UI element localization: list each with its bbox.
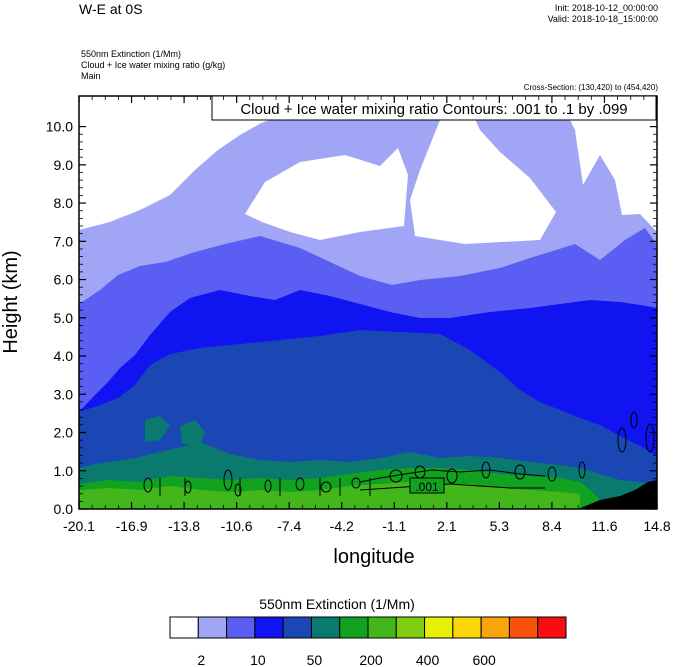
contour-loop <box>264 479 272 493</box>
terrain-fill <box>578 480 657 509</box>
cross-section-label: Cross-Section: (130,420) to (454,420) <box>523 83 658 92</box>
colorbar-title: 550nm Extinction (1/Mm) <box>259 596 415 612</box>
colorbar-swatch <box>254 616 284 639</box>
colorbar-swatch <box>169 616 199 639</box>
colorbar-swatch <box>226 616 256 639</box>
x-tick-label: 5.3 <box>490 518 510 534</box>
init-time: Init: 2018-10-12_00:00:00 <box>554 3 658 13</box>
contour-loop <box>446 468 458 484</box>
field-region-upper-white <box>410 96 657 244</box>
valid-time: Valid: 2018-10-18_15:00:00 <box>547 14 658 24</box>
y-tick-label: 10.0 <box>46 119 73 135</box>
colorbar-tick-label: 2 <box>197 652 205 667</box>
x-axis: -20.1 -16.9 -13.8 -10.6 -7.4 -4.2 -1.1 2.1 5.3 8.… <box>63 96 671 534</box>
x-tick-label: -13.8 <box>168 518 200 534</box>
x-tick-label: -10.6 <box>221 518 253 534</box>
field-label-extinction: 550nm Extinction (1/Mm) <box>81 49 182 59</box>
field-label-main: Main <box>81 71 101 81</box>
colorbar-swatch <box>424 616 454 639</box>
colorbar-swatch <box>480 616 510 639</box>
contour-loop <box>234 483 242 497</box>
y-tick-label: 3.0 <box>54 386 74 402</box>
field-region-upper-white-3 <box>245 148 408 240</box>
field-teal-patch-2 <box>180 420 205 445</box>
y-tick-label: 8.0 <box>54 195 74 211</box>
colorbar-swatch <box>282 616 312 639</box>
x-tick-label: 14.8 <box>643 518 670 534</box>
y-tick-label: 2.0 <box>54 425 74 441</box>
y-tick-label: 4.0 <box>54 348 74 364</box>
colorbar-swatch <box>339 616 369 639</box>
contour-value-label: .001 <box>415 480 439 494</box>
x-tick-label: -7.4 <box>277 518 301 534</box>
x-tick-label: -16.9 <box>116 518 148 534</box>
extinction-field <box>79 96 657 509</box>
field-label-mixing-ratio: Cloud + Ice water mixing ratio (g/kg) <box>81 60 226 70</box>
contour-value-frame <box>409 477 445 494</box>
x-tick-label: 8.4 <box>542 518 562 534</box>
contour-loop <box>617 427 627 453</box>
colorbar-tick-label: 600 <box>472 652 496 667</box>
x-axis-label: longitude <box>333 546 414 568</box>
colorbar-swatch <box>310 616 341 639</box>
colorbar-tick-label: 400 <box>416 652 440 667</box>
y-tick-label: 1.0 <box>54 463 74 479</box>
contour-loop <box>351 477 361 489</box>
x-tick-label: -20.1 <box>63 518 95 534</box>
x-tick-label: 11.6 <box>591 518 617 534</box>
x-tick-label: -1.1 <box>382 518 406 534</box>
contour-loop <box>320 481 332 493</box>
colorbar-swatch <box>395 616 426 639</box>
y-tick-label: 5.0 <box>54 310 74 326</box>
y-tick-label: 7.0 <box>54 233 74 249</box>
colorbar: 2 10 50 200 400 600 <box>169 616 567 667</box>
x-tick-label: -4.2 <box>330 518 354 534</box>
colorbar-swatch <box>367 616 397 639</box>
field-region-upper-white-2 <box>79 96 330 230</box>
contour-loop <box>514 464 526 480</box>
contour-loop <box>645 423 655 453</box>
colorbar-tick-label: 200 <box>359 652 383 667</box>
y-tick-label: 0.0 <box>54 501 74 517</box>
field-teal-patch-1 <box>145 416 170 442</box>
contour-loop <box>143 477 153 493</box>
contour-line <box>359 469 546 483</box>
colorbar-swatch <box>452 616 482 639</box>
colorbar-swatch <box>537 616 567 639</box>
plot-title: W-E at 0S <box>79 1 143 17</box>
colorbar-swatch <box>508 616 539 639</box>
contour-loop <box>630 411 638 429</box>
y-axis-label: Height (km) <box>0 250 22 353</box>
colorbar-swatch <box>197 616 228 639</box>
contour-loop <box>295 477 305 491</box>
colorbar-tick-label: 10 <box>250 652 266 667</box>
contour-loop <box>223 469 233 491</box>
contour-value-box: .001 <box>409 477 445 494</box>
y-axis: 0.0 1.0 2.0 3.0 4.0 5.0 6.0 7.0 8.0 9.0 10.0 <box>46 119 657 517</box>
field-band-light-green <box>79 482 580 509</box>
y-tick-label: 9.0 <box>54 157 74 173</box>
contour-info-label: Cloud + Ice water mixing ratio Contours:… <box>240 101 627 118</box>
y-tick-label: 6.0 <box>54 272 74 288</box>
contour-loop <box>547 466 557 482</box>
colorbar-tick-label: 50 <box>307 652 323 667</box>
contour-loop <box>578 461 586 479</box>
x-tick-label: 2.1 <box>437 518 457 534</box>
contour-line <box>359 483 545 491</box>
